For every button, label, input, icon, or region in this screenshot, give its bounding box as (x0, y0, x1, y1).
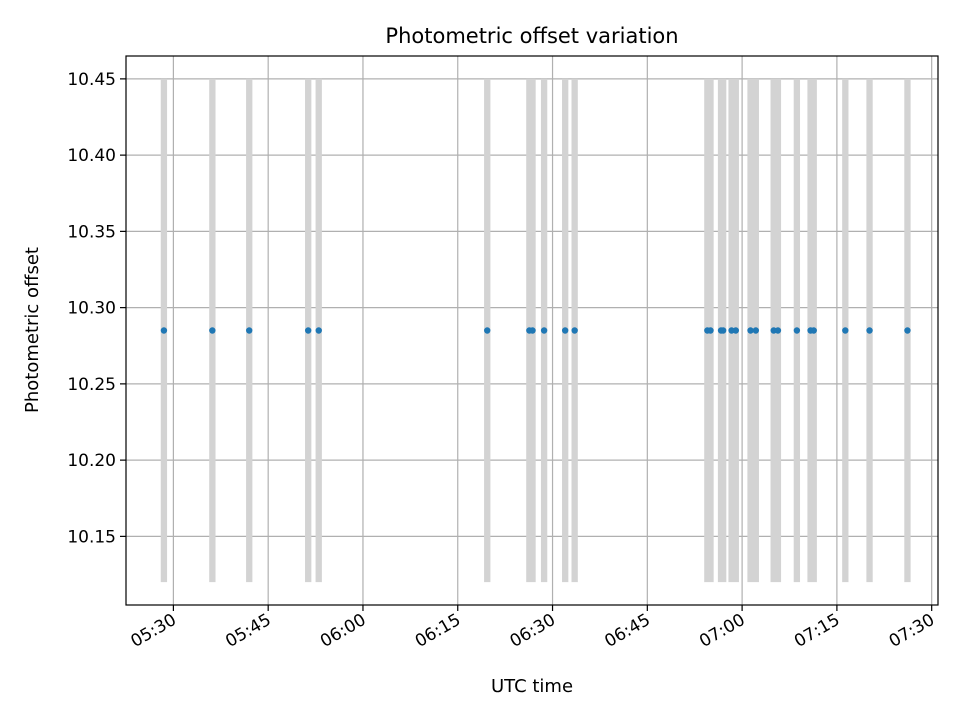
x-axis-label: UTC time (491, 676, 573, 697)
data-point (719, 327, 727, 334)
y-tick-label: 10.40 (67, 146, 116, 166)
data-point (484, 327, 491, 334)
y-axis-label: Photometric offset (22, 247, 43, 413)
data-point (904, 327, 911, 334)
data-point (732, 327, 739, 334)
data-point (304, 327, 312, 334)
data-point (540, 327, 548, 334)
data-point (246, 327, 253, 334)
chart-title: Photometric offset variation (385, 24, 678, 48)
data-point (866, 327, 873, 334)
plot-frame (125, 55, 939, 606)
y-tick-label: 10.35 (67, 222, 116, 242)
data-point (561, 327, 569, 334)
data-point (774, 327, 782, 334)
y-tick-label: 10.30 (67, 299, 116, 319)
data-point (752, 327, 760, 334)
data-point (747, 327, 754, 334)
data-point (793, 327, 801, 334)
y-tick-label: 10.20 (67, 451, 116, 471)
plot-area (125, 55, 939, 606)
data-point (707, 327, 714, 334)
data-point (571, 327, 578, 334)
data-point (842, 327, 849, 334)
y-axis: 10.15 10.20 10.25 10.30 10.35 10.40 10.45 (67, 70, 126, 547)
data-point (160, 327, 168, 334)
data-point (810, 327, 817, 334)
y-tick-label: 10.25 (67, 375, 116, 395)
data-point (315, 327, 322, 334)
data-point (529, 327, 536, 334)
data-points (160, 327, 911, 334)
y-tick-label: 10.45 (67, 70, 116, 90)
y-tick-label: 10.15 (67, 527, 116, 547)
data-point (209, 327, 216, 334)
